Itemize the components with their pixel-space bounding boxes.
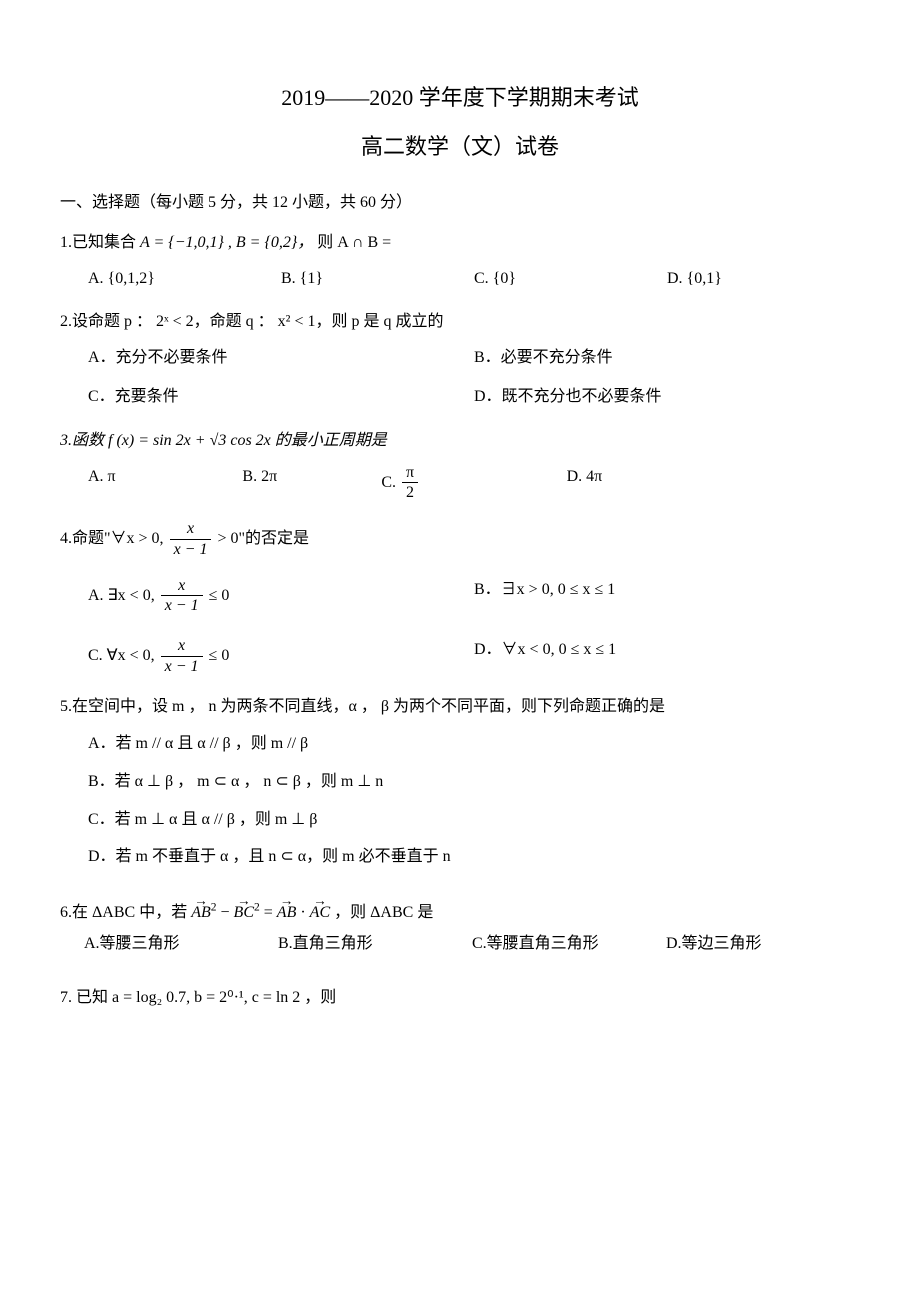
q2-options: A．充分不必要条件 B．必要不充分条件 C．充要条件 D．既不充分也不必要条件 xyxy=(60,345,860,410)
question-7: 7. 已知 a = log₂ 0.7, b = 2⁰·¹, c = ln 2 ，… xyxy=(60,985,860,1011)
q3-options: A. π B. 2π C. π2 D. 4π xyxy=(60,464,860,503)
q4-option-c: C. ∀x < 0, xx − 1 ≤ 0 xyxy=(88,637,474,676)
q3-c-den: 2 xyxy=(402,483,418,502)
question-6: 6.在 ΔABC 中，若 AB2 − BC2 = AB · AC ，则 ΔABC… xyxy=(60,900,860,957)
question-1: 1.已知集合 A = {−1,0,1} , B = {0,2}， 则 A ∩ B… xyxy=(60,230,860,291)
q3-c-prefix: C. xyxy=(381,474,400,491)
q3-option-d: D. 4π xyxy=(567,464,799,503)
q3-option-c: C. π2 xyxy=(381,464,566,503)
q6-option-a: A.等腰三角形 xyxy=(84,931,278,957)
q3-c-num: π xyxy=(402,464,418,483)
q6-stem-pre: 6.在 ΔABC 中，若 xyxy=(60,904,191,921)
q4-a-pre: A. ∃x < 0, xyxy=(88,587,159,604)
question-4: 4.命题"∀x > 0, xx − 1 > 0"的否定是 A. ∃x < 0, … xyxy=(60,520,860,676)
q6-vec-ab: AB xyxy=(191,900,211,926)
q3-stem: 3.函数 f (x) = sin 2x + √3 cos 2x 的最小正周期是 xyxy=(60,432,387,449)
question-3: 3.函数 f (x) = sin 2x + √3 cos 2x 的最小正周期是 … xyxy=(60,428,860,502)
q6-option-b: B.直角三角形 xyxy=(278,931,472,957)
question-2: 2.设命题 p ： 2ˣ < 2，命题 q ： x² < 1，则 p 是 q 成… xyxy=(60,309,860,410)
q6-stem-post: ，则 ΔABC 是 xyxy=(334,904,433,921)
q3-option-a: A. π xyxy=(88,464,242,503)
q4-a-num: x xyxy=(161,577,203,596)
q4-stem-den: x − 1 xyxy=(170,540,212,559)
q3-c-frac: π2 xyxy=(402,464,418,503)
q1-option-a: A. {0,1,2} xyxy=(88,266,281,292)
q7-stem: 7. 已知 a = log₂ 0.7, b = 2⁰·¹, c = ln 2 ，… xyxy=(60,989,336,1006)
q6-vec-ab2: AB xyxy=(277,900,297,926)
q1-option-c: C. {0} xyxy=(474,266,667,292)
q4-c-pre: C. ∀x < 0, xyxy=(88,647,159,664)
q6-sq2: 2 xyxy=(254,901,260,913)
section-header: 一、选择题（每小题 5 分，共 12 小题，共 60 分） xyxy=(60,190,860,216)
q3-option-b: B. 2π xyxy=(242,464,381,503)
q1-stem-math: A = {−1,0,1} , B = {0,2}， xyxy=(140,234,313,251)
q1-option-d: D. {0,1} xyxy=(667,266,860,292)
q4-stem-num: x xyxy=(170,520,212,539)
q1-stem-prefix: 1.已知集合 xyxy=(60,234,140,251)
q4-c-post: ≤ 0 xyxy=(205,647,230,664)
exam-subtitle: 高二数学（文）试卷 xyxy=(60,129,860,164)
q6-vec-bc: BC xyxy=(234,900,254,926)
q4-c-frac: xx − 1 xyxy=(161,637,203,676)
q5-stem: 5.在空间中，设 m ， n 为两条不同直线，α ， β 为两个不同平面，则下列… xyxy=(60,698,665,715)
q4-stem-pre: 4.命题"∀x > 0, xyxy=(60,530,168,547)
q6-sq1: 2 xyxy=(211,901,217,913)
q1-option-b: B. {1} xyxy=(281,266,474,292)
q4-a-post: ≤ 0 xyxy=(205,587,230,604)
q4-a-frac: xx − 1 xyxy=(161,577,203,616)
q2-option-c: C．充要条件 xyxy=(88,384,474,410)
q6-option-c: C.等腰直角三角形 xyxy=(472,931,666,957)
q1-options: A. {0,1,2} B. {1} C. {0} D. {0,1} xyxy=(60,266,860,292)
q5-option-b: B．若 α ⊥ β ， m ⊂ α ， n ⊂ β ，则 m ⊥ n xyxy=(88,769,860,795)
q1-stem-suffix: 则 A ∩ B = xyxy=(313,234,391,251)
q6-option-d: D.等边三角形 xyxy=(666,931,860,957)
q5-option-a: A．若 m // α 且 α // β ，则 m // β xyxy=(88,731,860,757)
q4-option-a: A. ∃x < 0, xx − 1 ≤ 0 xyxy=(88,577,474,616)
q6-options: A.等腰三角形 B.直角三角形 C.等腰直角三角形 D.等边三角形 xyxy=(60,931,860,957)
q4-option-b: B．∃x > 0, 0 ≤ x ≤ 1 xyxy=(474,577,860,616)
q2-option-d: D．既不充分也不必要条件 xyxy=(474,384,860,410)
q4-c-num: x xyxy=(161,637,203,656)
question-5: 5.在空间中，设 m ， n 为两条不同直线，α ， β 为两个不同平面，则下列… xyxy=(60,694,860,882)
q4-options: A. ∃x < 0, xx − 1 ≤ 0 B．∃x > 0, 0 ≤ x ≤ … xyxy=(60,577,860,676)
q2-option-b: B．必要不充分条件 xyxy=(474,345,860,371)
q5-options: A．若 m // α 且 α // β ，则 m // β B．若 α ⊥ β … xyxy=(60,731,860,881)
q4-stem-frac: xx − 1 xyxy=(170,520,212,559)
q5-option-d: D．若 m 不垂直于 α ，且 n ⊂ α，则 m 必不垂直于 n xyxy=(88,844,860,870)
q4-a-den: x − 1 xyxy=(161,596,203,615)
q6-vec-ac: AC xyxy=(310,900,330,926)
q2-option-a: A．充分不必要条件 xyxy=(88,345,474,371)
q2-stem: 2.设命题 p ： 2ˣ < 2，命题 q ： x² < 1，则 p 是 q 成… xyxy=(60,313,443,330)
q4-option-d: D．∀x < 0, 0 ≤ x ≤ 1 xyxy=(474,637,860,676)
q4-stem-post: > 0"的否定是 xyxy=(213,530,309,547)
q5-option-c: C．若 m ⊥ α 且 α // β ，则 m ⊥ β xyxy=(88,807,860,833)
q4-c-den: x − 1 xyxy=(161,657,203,676)
exam-title: 2019——2020 学年度下学期期末考试 xyxy=(60,80,860,115)
